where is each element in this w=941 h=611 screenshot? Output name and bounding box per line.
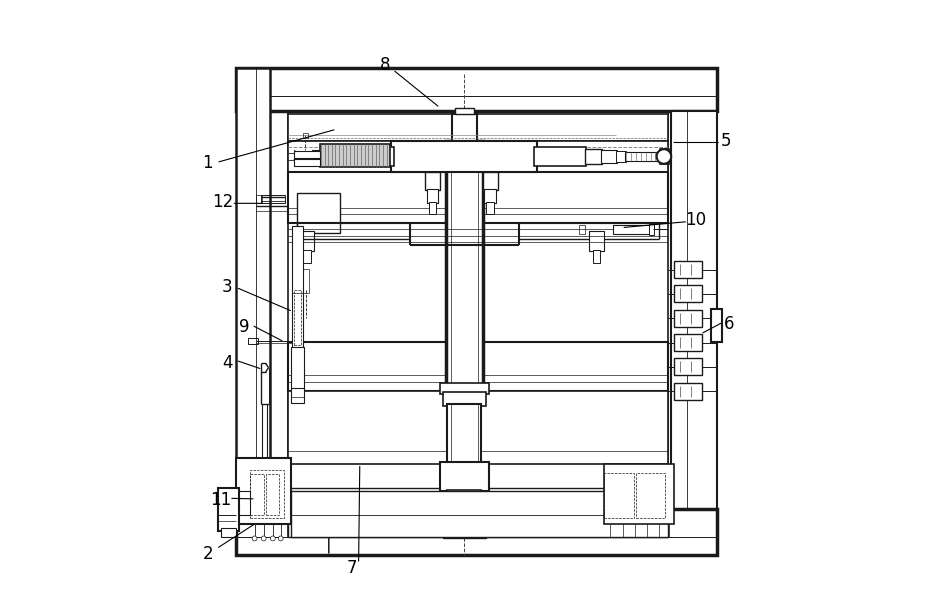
Bar [710,309,722,342]
Text: 2: 2 [202,544,213,563]
Bar [604,464,675,524]
Bar [648,224,654,235]
Bar [293,227,303,348]
Text: 1: 1 [202,153,213,172]
Circle shape [252,536,257,541]
Circle shape [657,149,671,164]
Bar [428,202,437,214]
Bar [446,141,483,387]
Bar [615,151,626,162]
Bar [671,111,717,555]
Circle shape [270,536,276,541]
Bar [593,249,600,263]
Bar [295,159,320,166]
Bar [250,474,263,515]
Bar [604,473,633,518]
Bar [236,458,291,524]
Bar [675,261,702,278]
Bar [675,359,702,375]
Text: 7: 7 [346,559,358,577]
Bar [320,144,390,167]
Bar [589,232,604,251]
Bar [299,232,314,251]
Bar [675,334,702,351]
Bar [295,151,320,158]
Bar [534,147,586,166]
Bar [297,193,340,233]
Bar [625,152,662,161]
Text: 6: 6 [724,315,734,333]
Bar [585,149,602,164]
Text: 4: 4 [222,354,232,372]
Bar [294,290,301,345]
Bar [636,473,665,518]
Bar [265,474,279,515]
Bar [661,149,669,164]
Bar [443,392,486,406]
Bar [288,172,668,224]
Bar [303,151,313,162]
Text: 5: 5 [721,132,731,150]
Bar [291,347,305,390]
Bar [221,527,236,536]
Bar [446,513,483,532]
Bar [391,141,537,172]
Bar [455,108,474,114]
Bar [443,529,486,538]
Bar [218,488,239,530]
Bar [327,149,344,164]
Circle shape [262,536,266,541]
Bar [303,269,310,293]
Bar [291,387,305,403]
Bar [288,390,668,464]
Bar [291,491,668,536]
Bar [485,189,496,203]
Bar [486,202,494,214]
Bar [236,68,717,111]
Bar [453,114,476,141]
Text: 12: 12 [213,193,233,211]
Bar [675,310,702,327]
Bar [426,189,439,203]
Bar [440,382,488,393]
Bar [236,491,249,515]
Text: 10: 10 [685,211,706,229]
Bar [614,225,650,234]
Text: 8: 8 [380,56,391,75]
Text: 3: 3 [222,278,232,296]
Bar [675,285,702,302]
Bar [312,150,328,163]
Bar [579,225,585,234]
Bar [236,509,717,555]
Text: 9: 9 [239,318,249,336]
Bar [236,68,270,555]
Bar [288,488,668,536]
Bar [248,338,258,345]
Bar [343,147,394,166]
Bar [303,133,308,138]
Bar [288,114,668,141]
Bar [261,195,285,203]
Bar [675,382,702,400]
Bar [425,172,440,190]
Bar [288,342,668,390]
Bar [447,490,482,515]
Bar [250,470,284,518]
Bar [256,196,263,203]
Circle shape [279,536,283,541]
Bar [483,172,498,190]
Bar [440,462,488,491]
Text: 11: 11 [211,491,231,509]
Bar [303,249,311,263]
Bar [600,150,617,163]
Bar [447,404,482,464]
Bar [288,141,668,172]
